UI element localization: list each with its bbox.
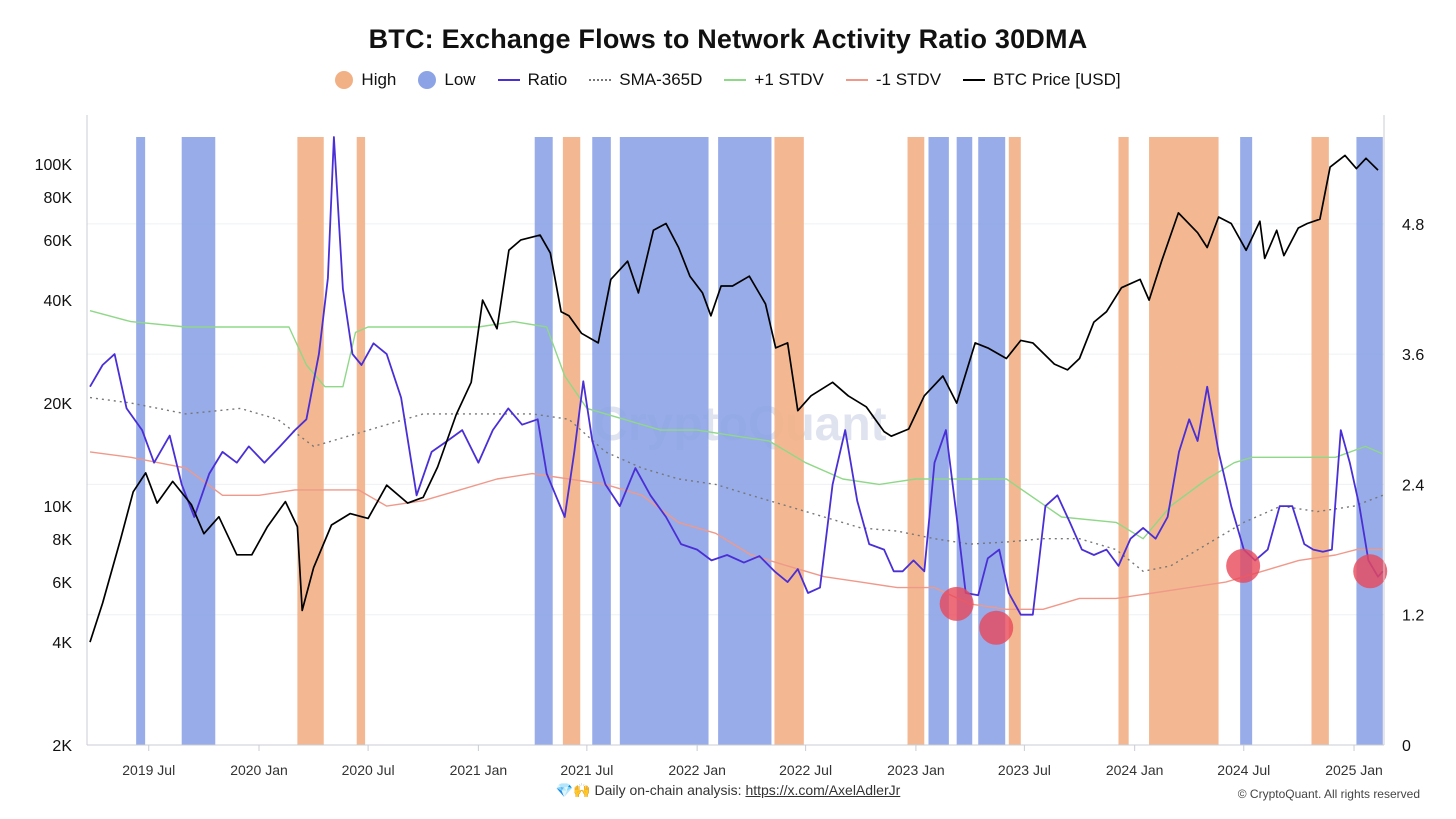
copyright-text: © CryptoQuant. All rights reserved xyxy=(1237,787,1420,801)
legend-item-sma-365d[interactable]: SMA-365D xyxy=(589,70,702,90)
legend-item-ratio[interactable]: Ratio xyxy=(497,70,568,90)
footer: 💎🙌 Daily on-chain analysis: https://x.co… xyxy=(0,782,1456,799)
left-tick-label: 8K xyxy=(52,532,72,549)
right-axis-ticks: 0 1.2 2.4 3.6 4.8 xyxy=(1402,217,1424,755)
region-high xyxy=(356,137,366,745)
right-tick-label: 0 xyxy=(1402,738,1411,755)
highlight-markers xyxy=(939,548,1388,645)
legend-label: SMA-365D xyxy=(619,70,703,89)
highlight-circle xyxy=(1226,548,1261,583)
legend-swatch xyxy=(963,79,986,81)
legend-item-low[interactable]: Low xyxy=(418,70,476,90)
region-low xyxy=(181,137,216,745)
x-tick-label: 2021 Jan xyxy=(450,762,508,778)
legend-label: Ratio xyxy=(527,70,568,89)
region-high xyxy=(774,137,804,745)
legend-swatch xyxy=(589,79,612,81)
left-tick-label: 10K xyxy=(44,499,73,516)
region-high xyxy=(562,137,581,745)
region-low xyxy=(956,137,973,745)
region-high xyxy=(297,137,324,745)
axes xyxy=(86,115,1385,746)
right-tick-label: 1.2 xyxy=(1402,608,1424,625)
right-tick-label: 2.4 xyxy=(1402,477,1424,494)
region-low xyxy=(619,137,709,745)
legend-item-btc-price-usd[interactable]: BTC Price [USD] xyxy=(963,70,1121,90)
footer-link[interactable]: https://x.com/AxelAdlerJr xyxy=(745,782,901,798)
footer-text: Daily on-chain analysis: xyxy=(594,782,742,798)
left-tick-label: 80K xyxy=(44,190,73,207)
series-lines xyxy=(89,136,1384,643)
series-sma-365d xyxy=(89,396,1384,572)
x-tick-label: 2023 Jan xyxy=(887,762,945,778)
region-low xyxy=(928,137,949,745)
region-high xyxy=(907,137,925,745)
chart-title: BTC: Exchange Flows to Network Activity … xyxy=(368,24,1088,54)
region-low xyxy=(718,137,772,745)
region-high xyxy=(1149,137,1219,745)
legend-swatch xyxy=(418,71,437,89)
x-axis-ticks: 2019 Jul 2020 Jan 2020 Jul 2021 Jan 2021 Jul… xyxy=(122,745,1383,778)
right-tick-label: 3.6 xyxy=(1402,347,1424,364)
region-high xyxy=(1118,137,1129,745)
left-tick-label: 20K xyxy=(44,396,73,413)
x-tick-label: 2021 Jul xyxy=(560,762,613,778)
left-tick-label: 2K xyxy=(52,738,72,755)
highlight-circle xyxy=(939,586,974,621)
legend-swatch xyxy=(335,71,354,89)
shaded-regions xyxy=(136,137,1383,745)
region-high xyxy=(1008,137,1021,745)
series--1-stdv xyxy=(89,451,1383,610)
left-tick-label: 4K xyxy=(52,635,72,652)
x-tick-label: 2022 Jan xyxy=(668,762,726,778)
footer-emoji: 💎🙌 xyxy=(555,782,591,798)
x-tick-label: 2020 Jan xyxy=(230,762,288,778)
legend-item-high[interactable]: High xyxy=(335,70,396,90)
left-tick-label: 100K xyxy=(35,157,73,174)
series-btc-price-usd xyxy=(89,154,1379,643)
x-tick-label: 2025 Jan xyxy=(1325,762,1383,778)
x-tick-label: 2023 Jul xyxy=(998,762,1051,778)
x-tick-label: 2020 Jul xyxy=(342,762,395,778)
region-high xyxy=(1311,137,1329,745)
x-tick-label: 2019 Jul xyxy=(122,762,175,778)
region-low xyxy=(534,137,553,745)
legend-swatch xyxy=(845,79,868,81)
series--1-stdv xyxy=(89,310,1384,540)
legend-label: High xyxy=(361,70,397,89)
region-low xyxy=(1356,137,1383,745)
left-tick-label: 60K xyxy=(44,233,73,250)
legend-item--1-stdv[interactable]: -1 STDV xyxy=(845,70,942,90)
highlight-circle xyxy=(979,610,1014,645)
legend-label: -1 STDV xyxy=(875,70,942,89)
region-low xyxy=(592,137,611,745)
legend-label: BTC Price [USD] xyxy=(993,70,1121,89)
x-tick-label: 2022 Jul xyxy=(779,762,832,778)
left-tick-label: 6K xyxy=(52,575,72,592)
left-axis-ticks: 2K 4K 6K 8K 10K 20K 40K 60K 80K 100K xyxy=(35,157,73,755)
region-low xyxy=(978,137,1006,745)
highlight-circle xyxy=(1353,554,1388,589)
legend-label: Low xyxy=(444,70,476,89)
legend: High Low Ratio SMA-365D +1 STDV -1 STDV BTC Pr… xyxy=(0,70,1456,90)
x-tick-label: 2024 Jan xyxy=(1106,762,1164,778)
x-tick-label: 2024 Jul xyxy=(1217,762,1270,778)
legend-label: +1 STDV xyxy=(754,70,824,89)
region-low xyxy=(1240,137,1253,745)
region-low xyxy=(136,137,146,745)
legend-item--1-stdv[interactable]: +1 STDV xyxy=(724,70,824,90)
right-tick-label: 4.8 xyxy=(1402,217,1424,234)
series-ratio xyxy=(89,136,1384,616)
legend-swatch xyxy=(497,79,520,81)
left-tick-label: 40K xyxy=(44,293,73,310)
legend-swatch xyxy=(724,79,747,81)
